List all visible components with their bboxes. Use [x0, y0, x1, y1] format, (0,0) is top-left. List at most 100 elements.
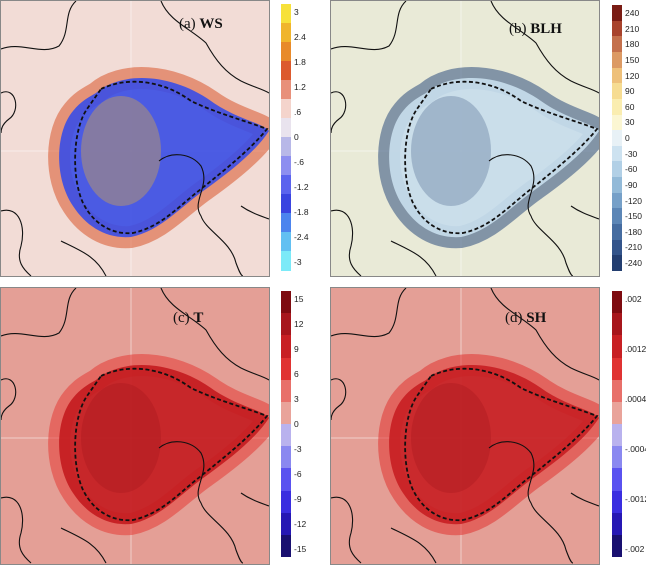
colorbar-tick-blh: 120 [625, 70, 640, 81]
panel-ws: (a) WS [0, 0, 270, 277]
border-line-ws-1 [160, 1, 269, 94]
border-line-t-0 [1, 288, 77, 338]
panel-variable-ws: WS [199, 16, 223, 32]
colorbar-swatch-sh [612, 291, 622, 314]
colorbar-swatch-t [281, 512, 291, 536]
colorbar-tick-blh: 90 [625, 86, 635, 97]
region-boundary-sh [404, 367, 599, 522]
colorbar-swatch-sh [612, 512, 622, 536]
border-line-ws-4 [60, 240, 107, 276]
colorbar-tick-sh: .0004 [625, 394, 646, 404]
colorbar-swatch-blh [612, 255, 622, 272]
colorbar-tick-blh: 210 [625, 23, 640, 34]
colorbar-tick-ws: 1.2 [294, 82, 306, 92]
region-boundary-t [74, 367, 269, 522]
colorbar-swatch-sh [612, 313, 622, 336]
colorbar-tick-ws: 0 [294, 132, 299, 142]
border-line-ws-0 [1, 1, 77, 51]
colorbar-swatch-blh [612, 130, 622, 147]
colorbar-swatch-ws [281, 42, 291, 62]
colorbar-tick-blh: 240 [625, 8, 640, 18]
colorbar-tick-t: -6 [294, 469, 302, 479]
border-line-t-1 [160, 288, 269, 381]
colorbar-blh [612, 5, 622, 272]
border-line-t-6 [240, 492, 269, 507]
colorbar-ws [281, 4, 291, 271]
colorbar-swatch-t [281, 446, 291, 469]
colorbar-swatch-blh [612, 67, 622, 84]
colorbar-swatch-ws [281, 137, 291, 157]
colorbar-swatch-ws [281, 156, 291, 176]
colorbar-swatch-ws [281, 175, 291, 195]
border-line-sh-6 [570, 492, 599, 507]
colorbar-swatch-ws [281, 232, 291, 252]
panel-label-blh: (b) BLH [509, 21, 562, 38]
colorbar-tick-ws: 1.8 [294, 57, 306, 67]
colorbar-swatch-blh [612, 36, 622, 53]
anomaly-peak-ws [81, 96, 161, 206]
border-line-blh-4 [390, 240, 437, 276]
colorbar-tick-t: 0 [294, 419, 299, 429]
colorbar-swatch-ws [281, 194, 291, 214]
colorbar-tick-t: -15 [294, 544, 307, 554]
colorbar-tick-t: 15 [294, 294, 304, 304]
colorbar-tick-t: 12 [294, 319, 304, 329]
colorbar-swatch-t [281, 291, 291, 314]
colorbar-tick-blh: 30 [625, 117, 635, 128]
colorbar-tick-sh: -.0012 [625, 494, 646, 504]
colorbar-tick-blh: 60 [625, 101, 635, 112]
border-line-sh-5 [331, 496, 362, 564]
anomaly-peak-blh [411, 96, 491, 206]
colorbar-tick-blh: -90 [625, 179, 638, 190]
colorbar-swatch-blh [612, 177, 622, 194]
panel-blh: (b) BLH [330, 0, 600, 277]
colorbar-tick-blh: -120 [625, 195, 643, 206]
panel-index-blh: (b) [509, 21, 527, 37]
region-boundary-ws [74, 80, 269, 235]
colorbar-swatch-blh [612, 5, 622, 22]
border-line-sh-1 [490, 288, 599, 381]
colorbar-swatch-blh [612, 20, 622, 37]
colorbar-tick-ws: -.6 [294, 157, 304, 167]
colorbar-swatch-t [281, 468, 291, 491]
panel-t: (c) T [0, 287, 270, 565]
panel-sh: (d) SH [330, 287, 600, 565]
border-line-ws-2 [1, 91, 17, 134]
colorbar-tick-t: 9 [294, 344, 299, 354]
panel-variable-sh: SH [526, 310, 547, 326]
border-line-blh-3 [488, 154, 574, 276]
colorbar-tick-blh: -60 [625, 164, 638, 175]
colorbar-swatch-blh [612, 192, 622, 209]
panel-index-t: (c) [173, 310, 190, 326]
panel-label-ws: (a) WS [179, 16, 223, 33]
border-line-t-2 [1, 378, 17, 421]
colorbar-swatch-ws [281, 80, 291, 100]
anomaly-peak-t [81, 383, 161, 493]
border-line-sh-0 [331, 288, 407, 338]
colorbar-swatch-sh [612, 468, 622, 491]
anomaly-peak-sh [411, 383, 491, 493]
colorbar-swatch-blh [612, 98, 622, 116]
border-line-blh-6 [570, 205, 599, 220]
panel-label-t: (c) T [173, 310, 203, 327]
colorbar-swatch-ws [281, 23, 291, 43]
border-line-ws-6 [240, 205, 269, 220]
border-line-blh-1 [490, 1, 599, 94]
colorbar-tick-blh: -210 [625, 242, 643, 253]
colorbar-tick-blh: -150 [625, 211, 643, 222]
border-line-blh-5 [331, 209, 362, 276]
region-boundary-blh [404, 80, 599, 235]
border-line-ws-5 [1, 209, 32, 276]
colorbar-tick-blh: 0 [625, 133, 630, 143]
colorbar-swatch-blh [612, 145, 622, 162]
colorbar-swatch-t [281, 490, 291, 514]
colorbar-swatch-sh [612, 335, 622, 358]
colorbar-swatch-ws [281, 118, 291, 138]
colorbar-swatch-t [281, 357, 291, 381]
colorbar-swatch-blh [612, 208, 622, 225]
colorbar-swatch-sh [612, 424, 622, 447]
colorbar-swatch-blh [612, 114, 622, 131]
border-line-sh-4 [390, 527, 437, 564]
panel-index-ws: (a) [179, 16, 196, 32]
colorbar-swatch-ws [281, 4, 291, 24]
